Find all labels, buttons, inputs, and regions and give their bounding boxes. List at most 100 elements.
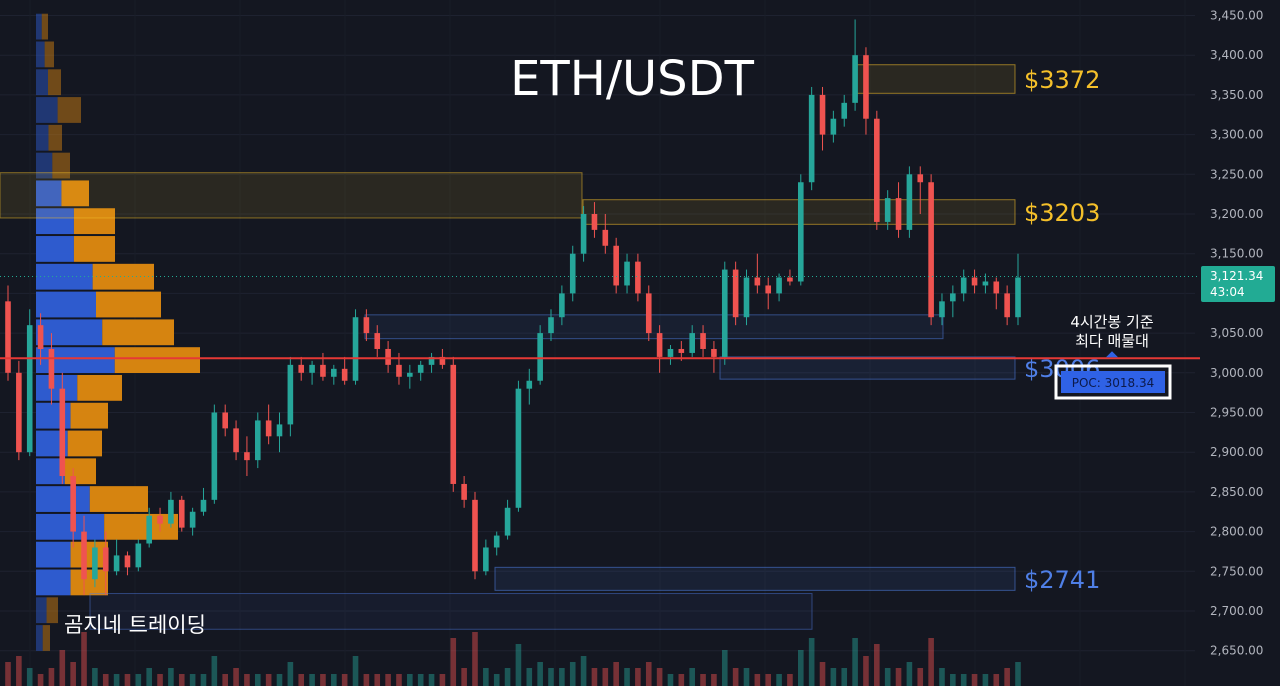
candle-body (928, 182, 934, 318)
candle-body (309, 364, 315, 373)
volume-bar (189, 674, 196, 686)
candle-body (374, 333, 381, 349)
volume-bar (743, 668, 750, 686)
candle-body (331, 368, 337, 377)
level-label-resistance-3372: $3372 (1024, 66, 1100, 94)
candle-body (70, 476, 76, 532)
candle-body (797, 182, 804, 282)
volume-bar (157, 674, 163, 686)
price-tick-label: 3,350.00 (1210, 88, 1263, 102)
volume-bar (146, 668, 152, 686)
poc-label-box (1061, 371, 1165, 393)
candle-body (48, 348, 55, 389)
candle-body (515, 388, 522, 508)
volume-bar (92, 668, 98, 686)
profile-buy-bar (36, 69, 48, 96)
profile-sell-bar (73, 236, 115, 262)
volume-bar (732, 668, 739, 686)
candle-body (320, 364, 326, 377)
candle-body (743, 277, 750, 318)
candle-body (776, 277, 782, 294)
candle-body (135, 543, 142, 568)
volume-bar (178, 674, 185, 686)
volume-bar (287, 662, 294, 686)
candle-body (276, 424, 283, 437)
volume-bar (721, 650, 728, 686)
candle-body (26, 325, 33, 453)
candle-body (493, 535, 500, 548)
candle-body (580, 214, 587, 254)
candle-body (113, 555, 120, 572)
volume-bar (635, 668, 641, 686)
volume-bar (613, 662, 619, 686)
volume-bar (678, 674, 685, 686)
profile-sell-bar (70, 569, 108, 596)
volume-bar (569, 662, 576, 686)
overlay (0, 275, 1200, 360)
volume-bar (16, 656, 22, 686)
candle-body (450, 364, 457, 484)
candle-body (37, 325, 44, 349)
volume-bar (102, 674, 109, 686)
volume-bar (309, 674, 315, 686)
volume-bar (960, 674, 967, 686)
candle-body (298, 364, 305, 373)
volume-bar (483, 668, 489, 686)
candle-body (906, 174, 913, 230)
candle-body (265, 420, 272, 437)
price-tick-label: 3,400.00 (1210, 48, 1263, 62)
price-tick-label: 3,150.00 (1210, 247, 1263, 261)
candle-body (830, 118, 837, 135)
poc-label: POC: 3018.34 (1072, 376, 1155, 390)
profile-buy-bar (36, 236, 74, 262)
volume-bar (363, 674, 370, 686)
volume-bar (700, 674, 706, 686)
candle-body (439, 356, 446, 365)
level-label-resistance-3203: $3203 (1024, 199, 1100, 227)
price-tick-label: 2,700.00 (1210, 604, 1263, 618)
volume-bar (48, 668, 55, 686)
candle-body (352, 317, 359, 381)
candle-body (711, 348, 717, 357)
level-zone-support-2741 (494, 566, 1016, 591)
price-tick-label: 3,200.00 (1210, 207, 1263, 221)
candle-body (461, 483, 467, 500)
price-tick-label: 2,750.00 (1210, 564, 1263, 578)
candle-body (874, 118, 880, 222)
volume-bar (787, 674, 793, 686)
price-axis[interactable]: 3,450.00 3,400.00 3,350.00 3,300.00 3,250.00… (1210, 9, 1263, 658)
price-tick-label: 2,650.00 (1210, 644, 1263, 658)
volume-bar (765, 674, 772, 686)
volume-bar (559, 668, 565, 686)
volume-bar (819, 662, 826, 686)
poc-marker (1106, 351, 1118, 358)
volume-bar (320, 674, 326, 686)
candle-body (635, 261, 641, 294)
candle-body (428, 356, 435, 365)
candle-body (287, 364, 294, 425)
chart-title: ETH/USDT (510, 51, 754, 107)
candle-body (417, 364, 424, 373)
candle-body (689, 333, 695, 353)
candle-body (569, 253, 576, 294)
profile-buy-bar (36, 124, 49, 151)
historic-zone (89, 593, 813, 630)
volume-bar (852, 638, 858, 686)
volume-bar (711, 674, 717, 686)
candle-body (841, 102, 848, 119)
profile-sell-bar (57, 97, 81, 123)
volume-bar (1004, 668, 1010, 686)
volume-bar (830, 668, 837, 686)
volume-bar (939, 668, 945, 686)
candles (5, 19, 1021, 596)
profile-sell-bar (61, 180, 89, 207)
volume-bar (863, 656, 869, 686)
profile-sell-bar (64, 458, 96, 485)
volume-bar (928, 638, 934, 686)
candle-body (81, 531, 87, 580)
candle-body (472, 499, 478, 572)
volume-bar (906, 662, 913, 686)
candle-body (483, 547, 489, 572)
candle-body (667, 348, 674, 357)
